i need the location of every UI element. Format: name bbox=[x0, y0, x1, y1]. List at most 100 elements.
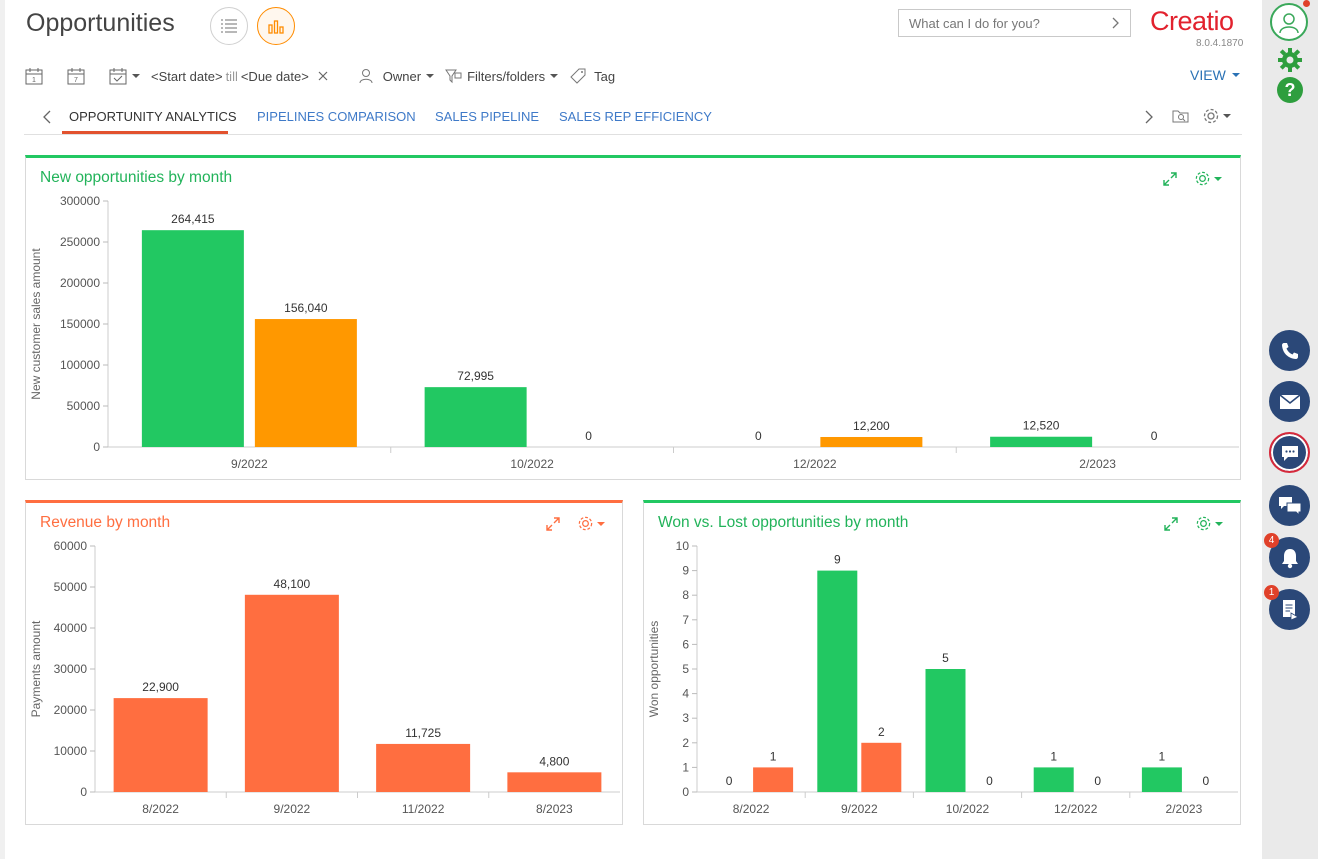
bar bbox=[254, 319, 357, 447]
y-tick-label: 9 bbox=[682, 564, 689, 578]
profile-button[interactable] bbox=[1270, 3, 1308, 41]
dashboard-settings-button[interactable] bbox=[1202, 107, 1232, 125]
y-tick-label: 200000 bbox=[60, 276, 100, 290]
day-period-button[interactable]: 1 bbox=[24, 66, 44, 86]
widget-settings-button[interactable] bbox=[577, 515, 606, 532]
week-period-button[interactable]: 7 bbox=[66, 66, 86, 86]
caret-down-icon bbox=[1231, 73, 1240, 77]
data-label: 0 bbox=[1203, 774, 1210, 788]
list-view-button[interactable] bbox=[210, 7, 248, 45]
analytics-view-button[interactable] bbox=[257, 7, 295, 45]
view-dropdown[interactable]: VIEW bbox=[1190, 67, 1241, 83]
y-tick-label: 0 bbox=[80, 785, 87, 799]
x-tick-label: 9/2022 bbox=[231, 457, 268, 471]
tag-icon bbox=[570, 68, 586, 84]
y-tick-label: 10000 bbox=[54, 744, 88, 758]
y-tick-label: 6 bbox=[682, 637, 689, 651]
system-settings-button[interactable] bbox=[1277, 47, 1303, 78]
bar bbox=[424, 387, 527, 447]
expand-button[interactable] bbox=[1164, 516, 1178, 531]
revenue-chart: 0 10000 20000 30000 40000 50000 60000 Payments … bbox=[29, 539, 620, 816]
tab-opportunity-analytics[interactable]: OPPORTUNITY ANALYTICS bbox=[69, 109, 237, 124]
panel-actions bbox=[1164, 515, 1224, 532]
profile-status-dot bbox=[1303, 0, 1310, 7]
new-opportunities-chart: 0 50000 100000 150000 200000 250000 300000 New … bbox=[29, 194, 1239, 471]
view-label: VIEW bbox=[1190, 67, 1226, 83]
expand-button[interactable] bbox=[546, 516, 560, 531]
clear-dates-button[interactable] bbox=[318, 71, 328, 81]
caret-down-icon bbox=[597, 521, 605, 526]
bar bbox=[861, 742, 902, 792]
close-icon bbox=[318, 71, 328, 81]
data-label: 4,800 bbox=[539, 754, 569, 768]
data-label: 0 bbox=[986, 774, 993, 788]
gear-icon bbox=[1196, 516, 1211, 531]
x-tick-label: 11/2022 bbox=[402, 802, 445, 816]
x-tick-label: 2/2023 bbox=[1079, 457, 1116, 471]
owner-filter[interactable]: Owner bbox=[358, 68, 435, 84]
tabs-scroll-left-icon[interactable] bbox=[43, 110, 51, 124]
tab-pipelines-comparison[interactable]: PIPELINES COMPARISON bbox=[257, 109, 416, 124]
chat-button[interactable] bbox=[1269, 432, 1310, 473]
svg-text:7: 7 bbox=[74, 77, 78, 84]
calendar-day-icon: 1 bbox=[25, 68, 43, 85]
data-label: 0 bbox=[726, 774, 733, 788]
data-label: 156,040 bbox=[284, 301, 328, 315]
caret-down-icon bbox=[132, 74, 140, 78]
data-label: 0 bbox=[755, 429, 762, 443]
tasks-badge: 1 bbox=[1264, 585, 1279, 600]
notifications-badge: 4 bbox=[1264, 533, 1279, 548]
bar bbox=[925, 669, 966, 792]
command-search[interactable] bbox=[898, 9, 1131, 37]
left-edge-strip bbox=[0, 0, 5, 859]
widget-settings-button[interactable] bbox=[1195, 515, 1224, 532]
data-label: 1 bbox=[770, 749, 777, 763]
x-tick-label: 8/2023 bbox=[536, 802, 573, 816]
gear-icon bbox=[1203, 108, 1219, 124]
tag-label: Tag bbox=[594, 68, 616, 84]
y-tick-label: 3 bbox=[682, 711, 689, 725]
filters-folders-dropdown[interactable]: Filters/folders bbox=[445, 68, 559, 84]
communication-panel bbox=[1262, 0, 1318, 859]
x-tick-label: 8/2022 bbox=[142, 802, 179, 816]
y-tick-label: 7 bbox=[682, 613, 689, 627]
phone-button[interactable] bbox=[1269, 330, 1310, 371]
bar bbox=[990, 436, 1093, 447]
x-tick-label: 9/2022 bbox=[841, 802, 878, 816]
y-axis-label: New customer sales amount bbox=[29, 248, 43, 400]
folder-search-icon[interactable] bbox=[1172, 108, 1190, 124]
tasks-button[interactable]: 1 bbox=[1264, 585, 1310, 630]
data-label: 22,900 bbox=[142, 680, 179, 694]
feed-button[interactable] bbox=[1269, 485, 1310, 526]
start-date-field[interactable]: <Start date> bbox=[151, 68, 223, 84]
caret-down-icon bbox=[550, 74, 559, 78]
tab-sales-rep-efficiency[interactable]: SALES REP EFFICIENCY bbox=[559, 109, 712, 124]
notifications-button[interactable]: 4 bbox=[1264, 533, 1310, 578]
expand-button[interactable] bbox=[1163, 171, 1177, 186]
period-dropdown[interactable] bbox=[108, 66, 141, 86]
expand-icon bbox=[546, 516, 560, 531]
document-icon bbox=[1282, 599, 1299, 621]
bar bbox=[1141, 767, 1182, 792]
tab-sales-pipeline[interactable]: SALES PIPELINE bbox=[435, 109, 540, 124]
due-date-field[interactable]: <Due date> bbox=[240, 68, 309, 84]
x-tick-label: 12/2022 bbox=[1054, 802, 1098, 816]
version-label: 8.0.4.1870 bbox=[1196, 38, 1244, 49]
y-tick-label: 60000 bbox=[54, 539, 88, 553]
tabs-scroll-right-icon[interactable] bbox=[1145, 110, 1153, 124]
widget-settings-button[interactable] bbox=[1194, 170, 1223, 187]
chevron-right-icon[interactable] bbox=[1112, 17, 1120, 29]
email-button[interactable] bbox=[1269, 381, 1310, 422]
help-button[interactable]: ? bbox=[1277, 77, 1303, 103]
expand-icon bbox=[1163, 171, 1177, 186]
revenue-by-month-panel: Revenue by month 0 10000 20000 30000 40000 50… bbox=[25, 500, 623, 825]
filter-icon bbox=[445, 69, 462, 84]
x-tick-label: 2/2023 bbox=[1166, 802, 1203, 816]
won-vs-lost-panel: Won vs. Lost opportunities by month 0 1 2 3… bbox=[643, 500, 1241, 825]
bar bbox=[1033, 767, 1074, 792]
search-input[interactable] bbox=[909, 15, 1099, 31]
y-tick-label: 0 bbox=[93, 440, 100, 454]
data-label: 0 bbox=[585, 429, 592, 443]
tag-filter[interactable]: Tag bbox=[570, 68, 615, 84]
y-tick-label: 40000 bbox=[54, 621, 88, 635]
